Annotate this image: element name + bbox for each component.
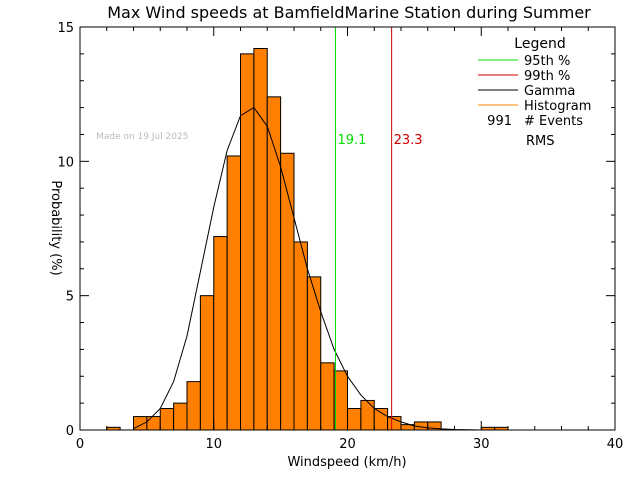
histogram-bar-16 [333,370,348,431]
legend-label-0: 95th % [524,54,570,69]
histogram-bar-13 [293,241,308,431]
histogram-bar-8 [226,155,241,431]
y-axis-label: Probability (%) [48,180,63,275]
axis-ticks [79,26,616,431]
legend-label-2: Gamma [524,84,575,99]
y-tick-label-2: 10 [57,155,74,170]
legend-rms-label: RMS [526,134,555,149]
x-tick-label-1: 10 [205,437,222,452]
legend-events-count: 991 [487,114,512,129]
chart-title: Max Wind speeds at BamfieldMarine Statio… [107,3,591,22]
histogram-bar-19 [373,408,389,431]
legend-label-1: 99th % [524,69,570,84]
x-axis-label: Windspeed (km/h) [287,455,406,470]
legend-events-label: # Events [524,114,583,129]
histogram-bar-3 [159,408,175,431]
legend-label-3: Histogram [524,99,591,114]
made-on-annotation: Made on 19 Jul 2025 [96,132,188,142]
x-tick-label-4: 40 [607,437,624,452]
histogram-bar-14 [306,276,322,431]
x-tick-label-2: 20 [339,437,356,452]
histogram-bar-15 [320,362,335,431]
histogram-bar-5 [186,381,201,431]
y-tick-label-0: 0 [66,424,74,439]
x-tick-label-0: 0 [76,437,84,452]
histogram-bar-17 [347,408,362,431]
histogram-bar-2 [146,416,161,431]
histogram-bar-4 [173,402,188,431]
y-tick-label-1: 5 [66,290,74,305]
histogram-bar-10 [253,47,268,431]
p99-label: 23.3 [394,133,423,148]
histogram-bar-7 [213,236,228,431]
y-tick-label-3: 15 [57,21,74,36]
histogram-bar-6 [199,295,215,431]
histogram-bar-9 [240,53,255,431]
x-tick-label-3: 30 [473,437,490,452]
histogram-bar-18 [360,399,375,431]
axis-tick-labels: 0 10 20 30 40 0 5 10 15 [57,21,623,452]
histogram-bars [106,47,509,431]
p95-label: 19.1 [337,133,366,148]
histogram-bar-12 [280,152,295,431]
histogram-bar-20 [387,416,402,431]
gamma-curve [133,106,482,431]
legend-title: Legend [514,36,565,52]
